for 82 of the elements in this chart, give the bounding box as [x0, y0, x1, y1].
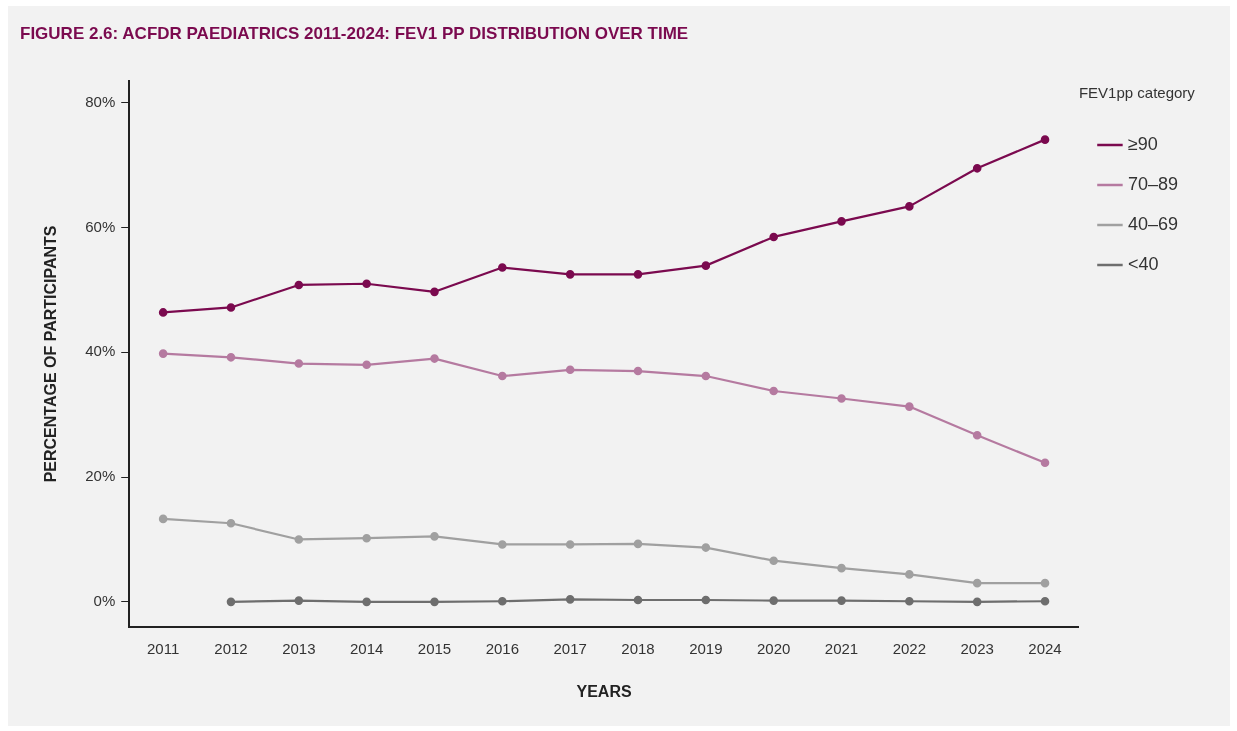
legend-label: 70–89 — [1127, 173, 1179, 194]
point — [226, 303, 236, 312]
legend-label: ≥90 — [1127, 133, 1158, 154]
point — [633, 270, 643, 279]
x-tick-label: 2021 — [824, 639, 859, 657]
point — [972, 431, 982, 440]
point — [294, 596, 304, 605]
point — [158, 514, 168, 524]
point — [226, 518, 236, 528]
point — [565, 270, 575, 279]
point — [769, 556, 778, 565]
x-tick-label: 2020 — [756, 639, 791, 657]
y-tick-label: 40% — [85, 342, 116, 360]
point — [362, 279, 371, 289]
point — [837, 217, 846, 226]
point — [498, 371, 507, 381]
point — [158, 308, 168, 317]
point — [837, 394, 846, 403]
point — [498, 596, 507, 606]
point — [565, 365, 575, 375]
x-axis-title: YEARS — [576, 682, 632, 700]
point — [769, 596, 778, 605]
point — [430, 354, 439, 363]
point — [565, 540, 575, 549]
point — [701, 371, 711, 381]
x-tick-label: 2018 — [621, 639, 655, 657]
point — [294, 280, 304, 290]
x-tick-label: 2014 — [349, 639, 384, 657]
point — [1040, 135, 1050, 144]
y-tick-label: 20% — [85, 467, 116, 485]
point — [905, 402, 914, 411]
point — [362, 533, 371, 543]
point — [769, 232, 778, 242]
x-tick-label: 2015 — [417, 639, 452, 657]
point — [430, 287, 439, 297]
y-tick-label: 0% — [93, 591, 116, 609]
point — [362, 360, 371, 370]
point — [633, 595, 643, 605]
x-tick-label: 2022 — [892, 639, 927, 657]
point — [430, 597, 439, 607]
point — [633, 539, 643, 549]
point — [565, 595, 575, 604]
point — [905, 202, 914, 211]
legend-label: 40–69 — [1127, 213, 1179, 234]
point — [430, 532, 439, 541]
point — [972, 597, 982, 607]
y-axis-title: PERCENTAGE OF PARTICIPANTS — [42, 225, 60, 483]
point — [1040, 578, 1050, 588]
point — [1040, 596, 1050, 606]
x-tick-label: 2011 — [147, 639, 180, 657]
x-tick-label: 2012 — [214, 639, 248, 657]
point — [158, 349, 168, 358]
y-tick-label: 80% — [85, 92, 116, 110]
x-tick-label: 2017 — [553, 639, 587, 657]
x-tick-label: 2023 — [960, 639, 994, 657]
x-tick-label: 2013 — [282, 639, 316, 657]
point — [362, 597, 371, 607]
point — [701, 261, 711, 270]
legend-title: FEV1pp category — [1078, 84, 1195, 101]
point — [972, 578, 982, 588]
point — [294, 535, 304, 544]
point — [905, 570, 914, 579]
point — [769, 386, 778, 396]
legend-label: <40 — [1127, 253, 1159, 274]
x-tick-label: 2024 — [1028, 639, 1062, 657]
point — [226, 597, 236, 607]
point — [498, 263, 507, 272]
x-tick-label: 2019 — [689, 639, 723, 657]
point — [905, 596, 914, 606]
chart-title: FIGURE 2.6: ACFDR PAEDIATRICS 2011-2024: FEV1 PP DISTRIBUTION OVER TIME — [20, 24, 689, 44]
point — [498, 540, 507, 549]
point — [837, 563, 846, 573]
point — [226, 353, 236, 362]
point — [837, 596, 846, 605]
point — [701, 595, 711, 605]
point — [1040, 458, 1050, 468]
point — [972, 164, 982, 173]
point — [294, 359, 304, 368]
y-tick-label: 60% — [85, 217, 116, 235]
point — [701, 543, 711, 552]
point — [633, 366, 643, 376]
x-tick-label: 2016 — [485, 639, 520, 657]
